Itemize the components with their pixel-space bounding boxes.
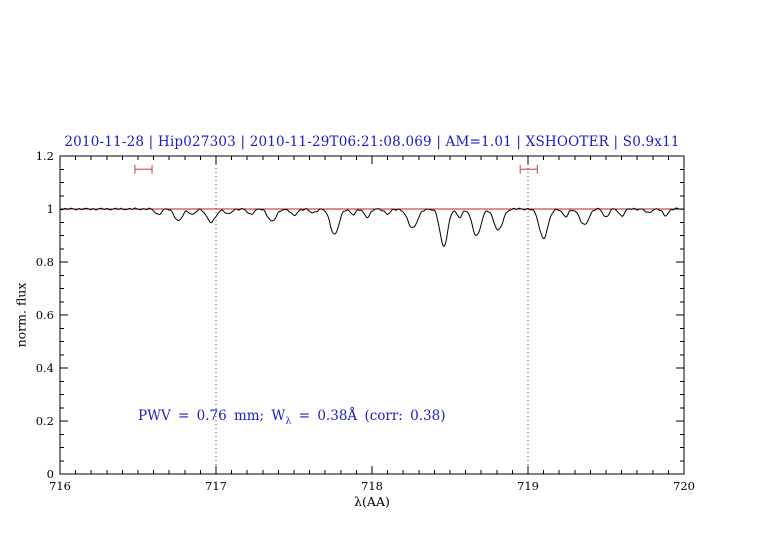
- x-tick-label: 719: [517, 479, 539, 493]
- y-tick-label: 0.8: [36, 255, 54, 269]
- pwv-range-marker: [519, 164, 538, 174]
- x-tick-label: 720: [673, 479, 695, 493]
- annotation-suffix: = 0.38Å (corr: 0.38): [291, 408, 446, 424]
- x-axis-label: λ(AA): [354, 494, 390, 509]
- pwv-range-marker: [134, 164, 153, 174]
- annotation-lambda-subscript: λ: [285, 415, 292, 427]
- pwv-annotation: PWV = 0.76 mm; Wλ = 0.38Å (corr: 0.38): [138, 408, 445, 427]
- x-tick-label: 717: [205, 479, 227, 493]
- spectrum-line: [59, 207, 685, 247]
- x-tick-label: 716: [49, 479, 71, 493]
- y-tick-label: 0.4: [36, 361, 54, 375]
- y-tick-label: 1.2: [36, 149, 54, 163]
- y-tick-label: 0.6: [36, 308, 54, 322]
- x-tick-label: 718: [361, 479, 383, 493]
- plot-title: 2010-11-28 | Hip027303 | 2010-11-29T06:2…: [64, 134, 680, 150]
- y-tick-label: 0: [47, 467, 54, 481]
- annotation-prefix: PWV = 0.76 mm; W: [138, 408, 286, 424]
- y-tick-label: 0.2: [36, 414, 54, 428]
- y-tick-label: 1: [47, 202, 54, 216]
